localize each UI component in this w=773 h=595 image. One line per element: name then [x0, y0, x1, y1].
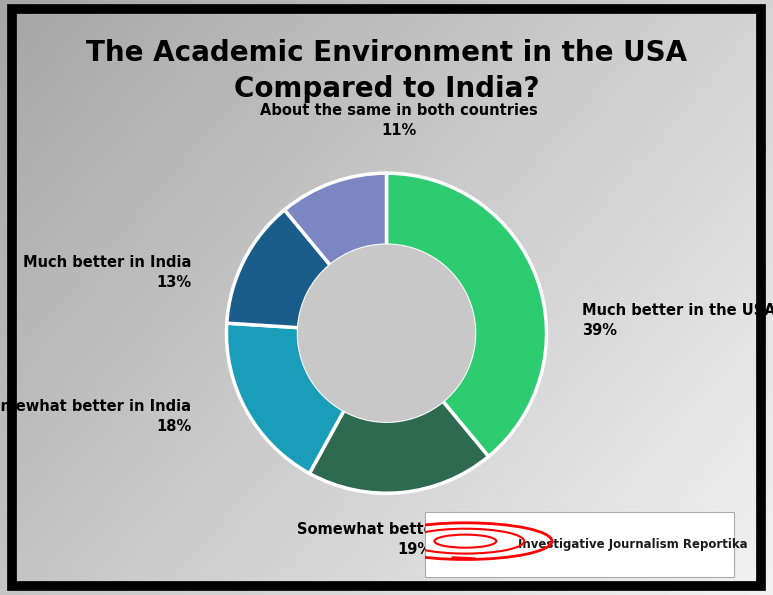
Wedge shape	[284, 173, 386, 265]
Wedge shape	[226, 323, 344, 474]
Wedge shape	[309, 401, 489, 493]
FancyArrowPatch shape	[453, 558, 475, 559]
Text: About the same in both countries
11%: About the same in both countries 11%	[261, 103, 538, 138]
Text: The Academic Environment in the USA
Compared to India?: The Academic Environment in the USA Comp…	[86, 39, 687, 104]
Wedge shape	[386, 173, 547, 456]
Circle shape	[298, 245, 475, 421]
Text: Much better in India
13%: Much better in India 13%	[23, 255, 191, 290]
Text: Somewhat better in India
18%: Somewhat better in India 18%	[0, 399, 191, 434]
Text: Investigative Journalism Reportika: Investigative Journalism Reportika	[518, 538, 747, 551]
Wedge shape	[226, 210, 330, 328]
Text: Much better in the USA
39%: Much better in the USA 39%	[582, 303, 773, 338]
Text: Somewhat better in the USA
19%: Somewhat better in the USA 19%	[297, 522, 533, 557]
